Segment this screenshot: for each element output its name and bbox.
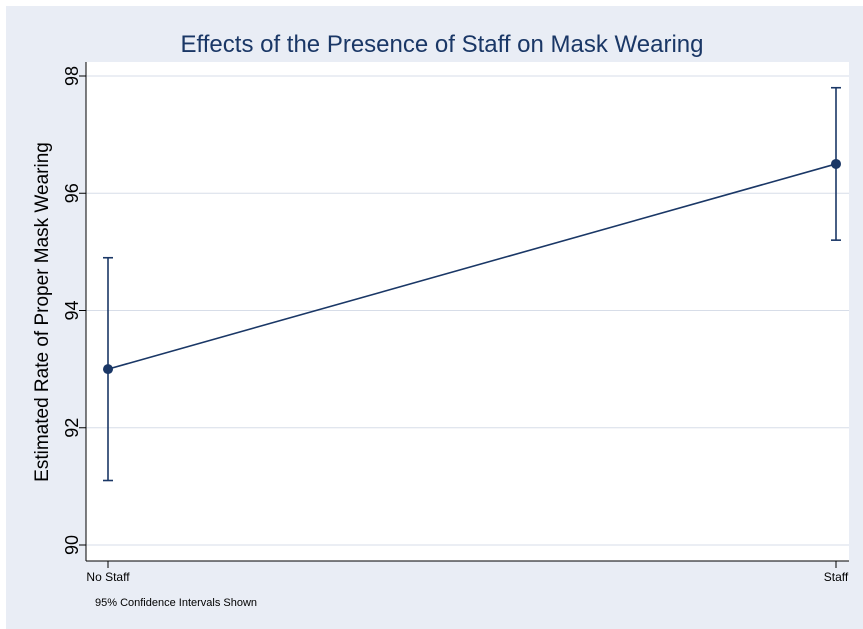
x-axis-ticks: No Staff Staff (86, 561, 849, 584)
chart-title: Effects of the Presence of Staff on Mask… (181, 31, 704, 58)
chart-figure: 90 92 94 96 98 No Staff Staff Effects of the … (6, 6, 863, 629)
plot-area (86, 62, 849, 561)
chart-svg: 90 92 94 96 98 No Staff Staff Effects of the … (32, 31, 849, 609)
data-point (831, 158, 841, 169)
y-tick-label: 98 (62, 66, 82, 86)
y-tick-label: 90 (62, 535, 82, 555)
y-axis-label: Estimated Rate of Proper Mask Wearing (32, 142, 53, 482)
y-axis-ticks: 90 92 94 96 98 (62, 66, 86, 555)
data-point (103, 364, 113, 375)
series-line (107, 163, 837, 370)
x-tick-label: No Staff (86, 570, 130, 584)
chart-note: 95% Confidence Intervals Shown (95, 597, 257, 609)
y-tick-label: 92 (62, 418, 82, 438)
y-tick-label: 94 (62, 300, 82, 320)
grid-lines (86, 75, 849, 546)
y-tick-label: 96 (62, 183, 82, 203)
series-group (103, 86, 841, 482)
x-tick-label: Staff (824, 570, 849, 584)
